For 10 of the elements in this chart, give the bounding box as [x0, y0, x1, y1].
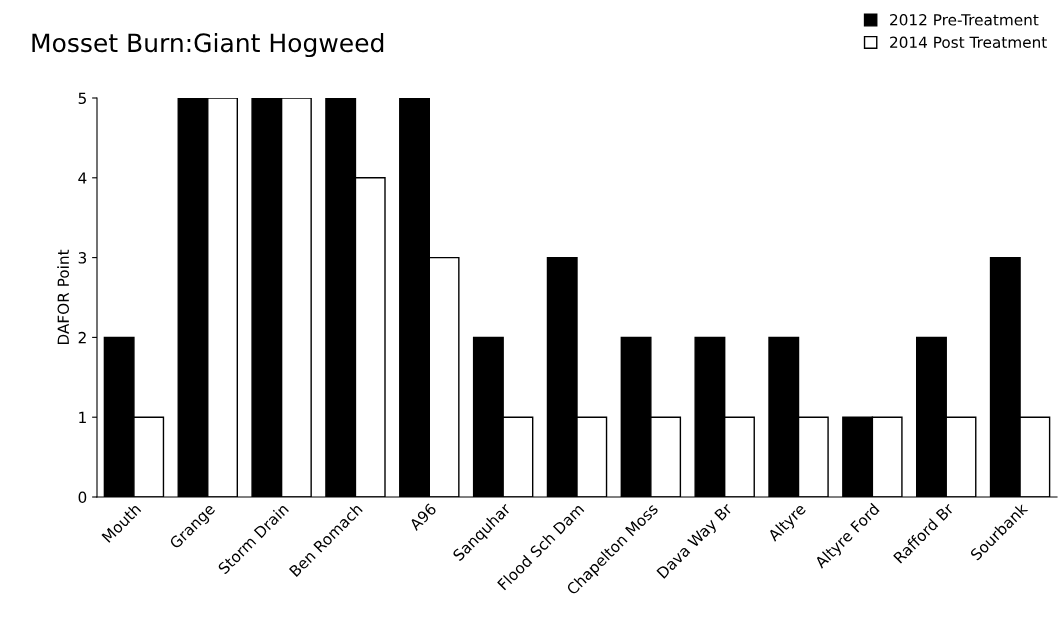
y-tick-label: 4	[78, 172, 87, 184]
y-tick-label: 5	[78, 92, 86, 105]
y-tick-label: 1	[79, 411, 86, 423]
y-axis-title: DAFOR Point	[57, 249, 70, 345]
legend-label: 2014 Post Treatment	[890, 36, 1047, 48]
y-tick-label: 3	[78, 252, 87, 264]
chart-title: Mosset Burn:Giant Hogweed	[32, 32, 384, 58]
legend-label: 2012 Pre-Treatment	[890, 14, 1039, 26]
y-tick-label: 0	[78, 491, 87, 504]
y-tick-label: 2	[78, 331, 86, 344]
